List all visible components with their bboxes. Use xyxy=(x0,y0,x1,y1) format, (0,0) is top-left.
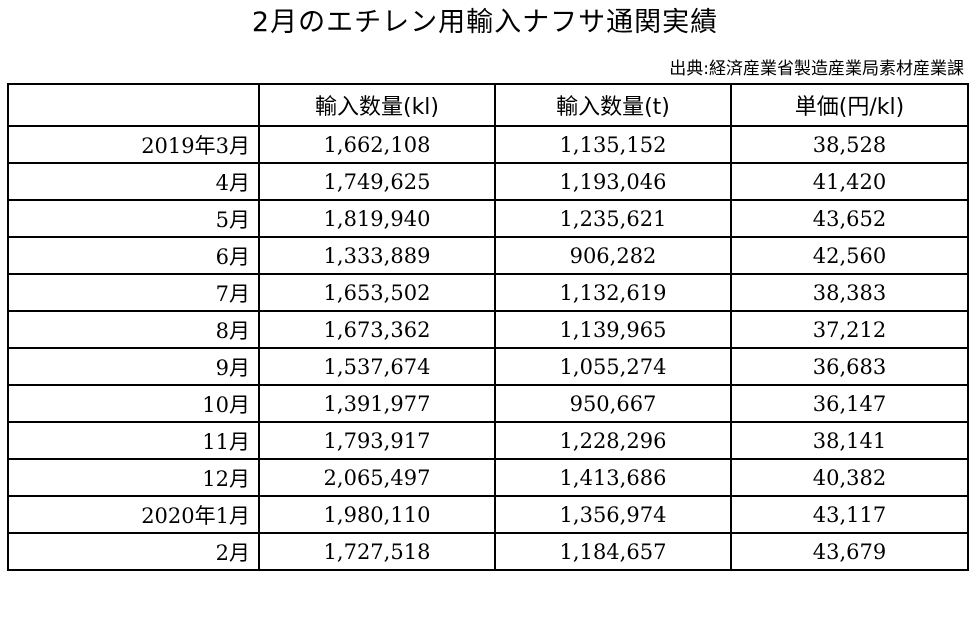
period-cell: 4月 xyxy=(7,162,260,201)
volume-t-cell: 1,135,152 xyxy=(494,125,732,164)
period-cell: 8月 xyxy=(7,310,260,349)
period-cell: 5月 xyxy=(7,199,260,238)
table-row: 7月 1,653,502 1,132,619 38,383 xyxy=(7,273,969,312)
volume-t-cell: 1,235,621 xyxy=(494,199,732,238)
unit-price-cell: 37,212 xyxy=(730,310,969,349)
volume-kl-cell: 1,673,362 xyxy=(258,310,496,349)
volume-kl-cell: 1,727,518 xyxy=(258,532,496,571)
volume-kl-cell: 1,662,108 xyxy=(258,125,496,164)
period-cell: 12月 xyxy=(7,458,260,497)
unit-price-cell: 36,683 xyxy=(730,347,969,386)
volume-t-cell: 906,282 xyxy=(494,236,732,275)
volume-kl-cell: 2,065,497 xyxy=(258,458,496,497)
table-row: 6月 1,333,889 906,282 42,560 xyxy=(7,236,969,275)
header-volume-kl: 輸入数量(kl) xyxy=(258,83,496,127)
volume-kl-cell: 1,333,889 xyxy=(258,236,496,275)
table-row: 2019年3月 1,662,108 1,135,152 38,528 xyxy=(7,125,969,164)
volume-t-cell: 1,184,657 xyxy=(494,532,732,571)
volume-kl-cell: 1,391,977 xyxy=(258,384,496,423)
volume-kl-cell: 1,819,940 xyxy=(258,199,496,238)
period-cell: 2月 xyxy=(7,532,260,571)
table-row: 10月 1,391,977 950,667 36,147 xyxy=(7,384,969,423)
table-row: 4月 1,749,625 1,193,046 41,420 xyxy=(7,162,969,201)
table-row: 5月 1,819,940 1,235,621 43,652 xyxy=(7,199,969,238)
period-cell: 7月 xyxy=(7,273,260,312)
volume-t-cell: 1,356,974 xyxy=(494,495,732,534)
table-row: 12月 2,065,497 1,413,686 40,382 xyxy=(7,458,969,497)
unit-price-cell: 43,679 xyxy=(730,532,969,571)
unit-price-cell: 43,652 xyxy=(730,199,969,238)
volume-kl-cell: 1,537,674 xyxy=(258,347,496,386)
unit-price-cell: 38,528 xyxy=(730,125,969,164)
volume-t-cell: 1,139,965 xyxy=(494,310,732,349)
volume-kl-cell: 1,653,502 xyxy=(258,273,496,312)
period-cell: 9月 xyxy=(7,347,260,386)
header-period xyxy=(7,83,260,127)
header-volume-t: 輸入数量(t) xyxy=(494,83,732,127)
period-cell: 2020年1月 xyxy=(7,495,260,534)
unit-price-cell: 38,141 xyxy=(730,421,969,460)
unit-price-cell: 41,420 xyxy=(730,162,969,201)
volume-t-cell: 950,667 xyxy=(494,384,732,423)
source-note: 出典:経済産業省製造産業局素材産業課 xyxy=(669,59,964,79)
period-cell: 2019年3月 xyxy=(7,125,260,164)
table-header-row: 輸入数量(kl) 輸入数量(t) 単価(円/kl) xyxy=(7,83,969,127)
page-title: 2月のエチレン用輸入ナフサ通関実績 xyxy=(251,7,719,38)
unit-price-cell: 43,117 xyxy=(730,495,969,534)
volume-t-cell: 1,228,296 xyxy=(494,421,732,460)
table-row: 8月 1,673,362 1,139,965 37,212 xyxy=(7,310,969,349)
period-cell: 11月 xyxy=(7,421,260,460)
table-row: 2月 1,727,518 1,184,657 43,679 xyxy=(7,532,969,571)
table-row: 9月 1,537,674 1,055,274 36,683 xyxy=(7,347,969,386)
unit-price-cell: 36,147 xyxy=(730,384,969,423)
unit-price-cell: 40,382 xyxy=(730,458,969,497)
volume-kl-cell: 1,749,625 xyxy=(258,162,496,201)
table-row: 2020年1月 1,980,110 1,356,974 43,117 xyxy=(7,495,969,534)
volume-t-cell: 1,055,274 xyxy=(494,347,732,386)
volume-t-cell: 1,413,686 xyxy=(494,458,732,497)
period-cell: 6月 xyxy=(7,236,260,275)
volume-kl-cell: 1,980,110 xyxy=(258,495,496,534)
volume-kl-cell: 1,793,917 xyxy=(258,421,496,460)
header-unit-price: 単価(円/kl) xyxy=(730,83,969,127)
unit-price-cell: 42,560 xyxy=(730,236,969,275)
import-table: 輸入数量(kl) 輸入数量(t) 単価(円/kl) 2019年3月 1,662,1… xyxy=(7,83,969,571)
table-row: 11月 1,793,917 1,228,296 38,141 xyxy=(7,421,969,460)
unit-price-cell: 38,383 xyxy=(730,273,969,312)
period-cell: 10月 xyxy=(7,384,260,423)
table-body: 2019年3月 1,662,108 1,135,152 38,528 4月 1,749,6… xyxy=(7,125,969,571)
volume-t-cell: 1,132,619 xyxy=(494,273,732,312)
volume-t-cell: 1,193,046 xyxy=(494,162,732,201)
